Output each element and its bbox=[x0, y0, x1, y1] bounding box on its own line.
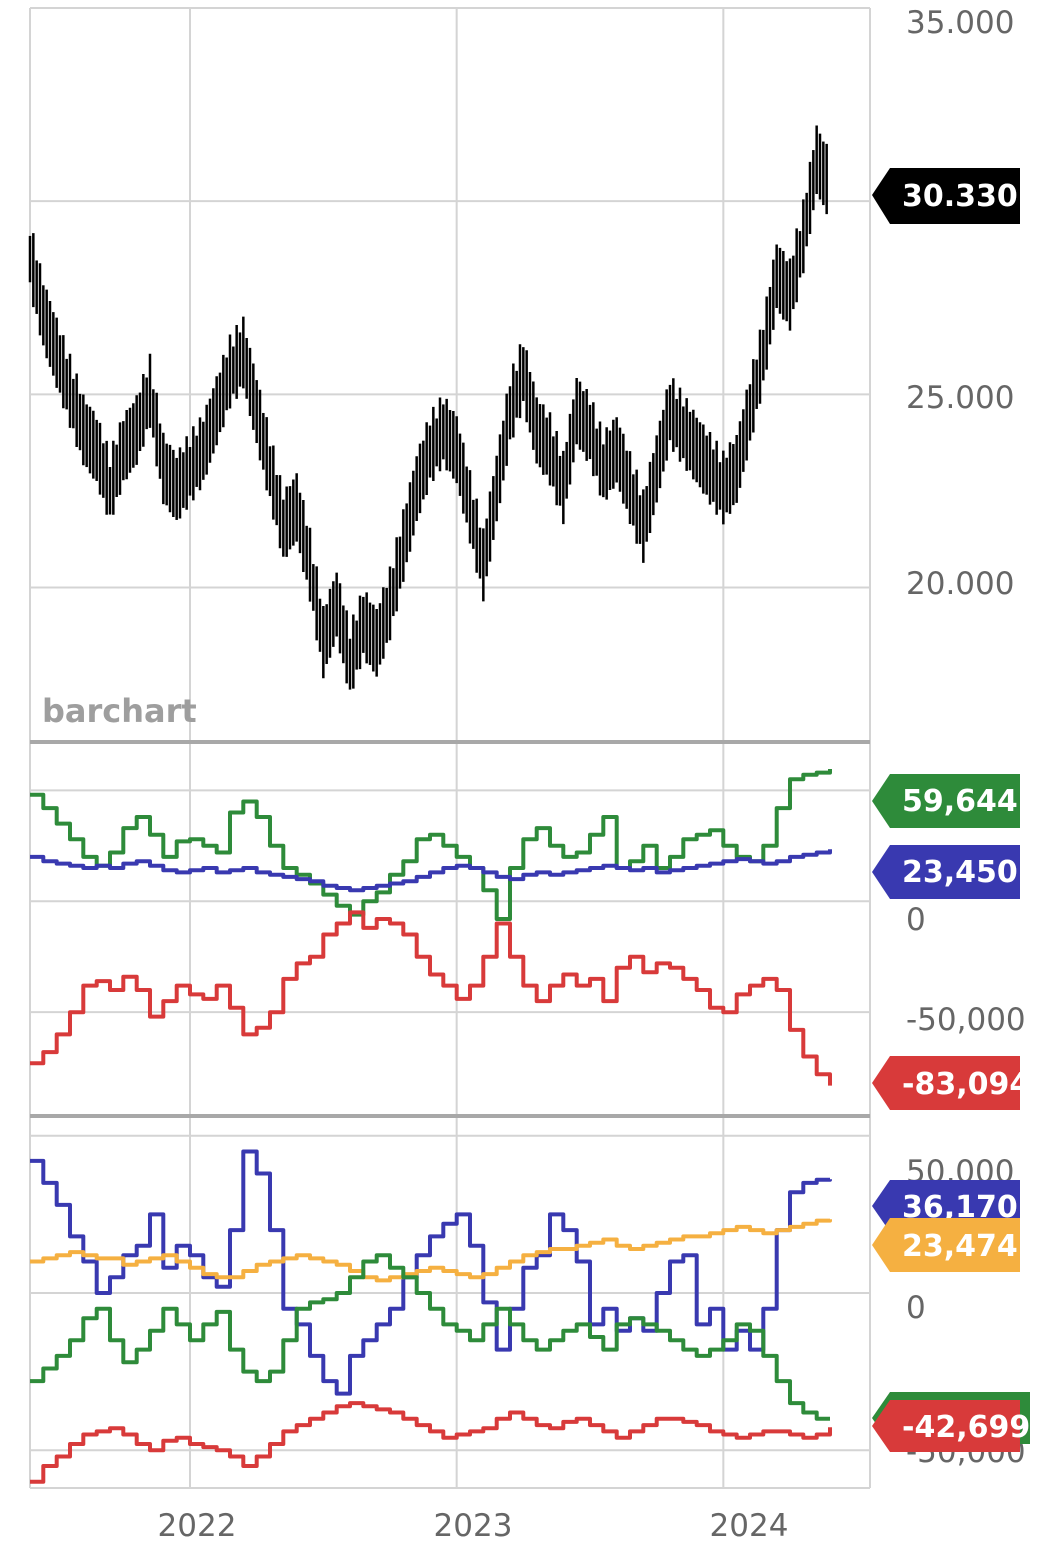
x-tick-2024: 2024 bbox=[710, 1508, 789, 1544]
p3-series-line-3 bbox=[30, 1401, 832, 1484]
last-price-flag: 30.330 bbox=[872, 168, 1020, 224]
p2-series-line-2 bbox=[30, 910, 832, 1086]
flag-blue-panel2: 23,450 bbox=[872, 845, 1020, 899]
p2-series-line-1 bbox=[30, 849, 832, 893]
flag-orange-panel3: 23,474 bbox=[872, 1218, 1020, 1272]
y-tick-25000: 25.000 bbox=[906, 380, 1014, 416]
y-tick-20000: 20.000 bbox=[906, 566, 1014, 602]
p2-series-line-0 bbox=[30, 769, 832, 921]
flag-green-value: 59,644 bbox=[902, 784, 1018, 819]
y-tick-0-panel2: 0 bbox=[906, 902, 926, 938]
barchart-watermark: barchart bbox=[42, 692, 197, 730]
flag-green-panel2: 59,644 bbox=[872, 774, 1020, 828]
cot-panel-2-lines bbox=[30, 1149, 832, 1484]
y-tick-35000: 35.000 bbox=[906, 5, 1014, 41]
flag-blue-value: 23,450 bbox=[902, 855, 1018, 890]
price-bars bbox=[28, 125, 828, 690]
x-tick-2023: 2023 bbox=[434, 1508, 513, 1544]
p3-series-line-2 bbox=[30, 1253, 830, 1421]
flag-red-value-panel3: -42,699 bbox=[902, 1410, 1030, 1445]
y-tick-minus50000-panel2: -50,000 bbox=[906, 1002, 1026, 1038]
last-price-label: 30.330 bbox=[902, 179, 1018, 214]
grid-lines bbox=[29, 7, 871, 1489]
y-tick-0-panel3: 0 bbox=[906, 1290, 926, 1326]
flag-red-value: -83,094 bbox=[902, 1067, 1030, 1102]
flag-red-panel3: -42,699 bbox=[872, 1400, 1030, 1452]
cot-panel-1-lines bbox=[30, 769, 832, 1086]
p3-series-line-0 bbox=[30, 1149, 832, 1396]
flag-orange-value-panel3: 23,474 bbox=[902, 1229, 1018, 1264]
flag-red-panel2: -83,094 bbox=[872, 1056, 1030, 1110]
p3-series-line-1 bbox=[30, 1218, 832, 1283]
x-tick-2022: 2022 bbox=[158, 1508, 237, 1544]
